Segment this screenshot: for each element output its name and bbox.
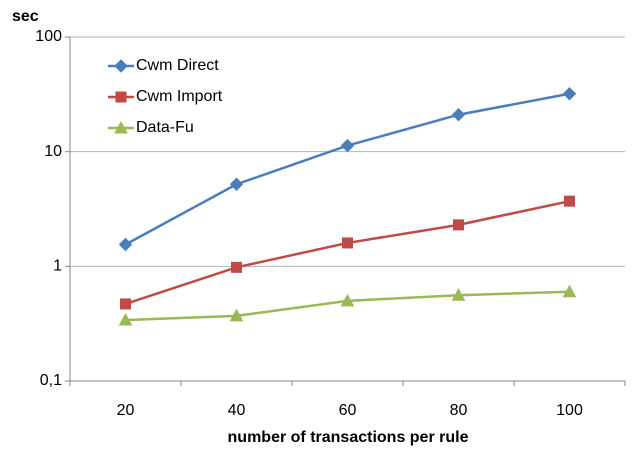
series-line <box>124 92 570 246</box>
data-point <box>340 138 355 153</box>
y-axis-label: sec <box>12 8 39 25</box>
y-tick-label: 1 <box>53 258 62 275</box>
legend-marker <box>115 91 127 103</box>
legend-label: Cwm Import <box>136 88 223 105</box>
legend-marker <box>114 59 128 73</box>
x-tick-label: 40 <box>228 402 246 419</box>
data-point <box>120 298 131 310</box>
x-tick-label: 20 <box>117 402 135 419</box>
x-tick-label: 80 <box>450 402 468 419</box>
data-point <box>342 237 353 249</box>
data-point <box>562 284 577 298</box>
x-axis-label: number of transactions per rule <box>228 429 469 446</box>
data-point <box>451 108 466 122</box>
data-point <box>564 195 575 207</box>
data-point <box>118 237 133 252</box>
x-tick-label: 100 <box>556 402 583 419</box>
data-point <box>340 293 355 307</box>
y-tick-label: 0,1 <box>40 372 62 389</box>
data-point <box>229 177 244 191</box>
data-point <box>118 313 133 326</box>
y-tick-label: 100 <box>35 28 62 45</box>
y-tick-label: 10 <box>44 143 62 160</box>
data-point <box>231 261 242 273</box>
data-point <box>229 308 244 322</box>
series-line <box>125 199 570 306</box>
data-point <box>451 288 466 301</box>
legend-marker <box>114 120 128 134</box>
legend-label: Data-Fu <box>136 119 194 136</box>
x-tick-label: 60 <box>339 402 357 419</box>
data-point <box>562 87 577 101</box>
legend-label: Cwm Direct <box>136 57 219 74</box>
data-point <box>453 219 464 231</box>
